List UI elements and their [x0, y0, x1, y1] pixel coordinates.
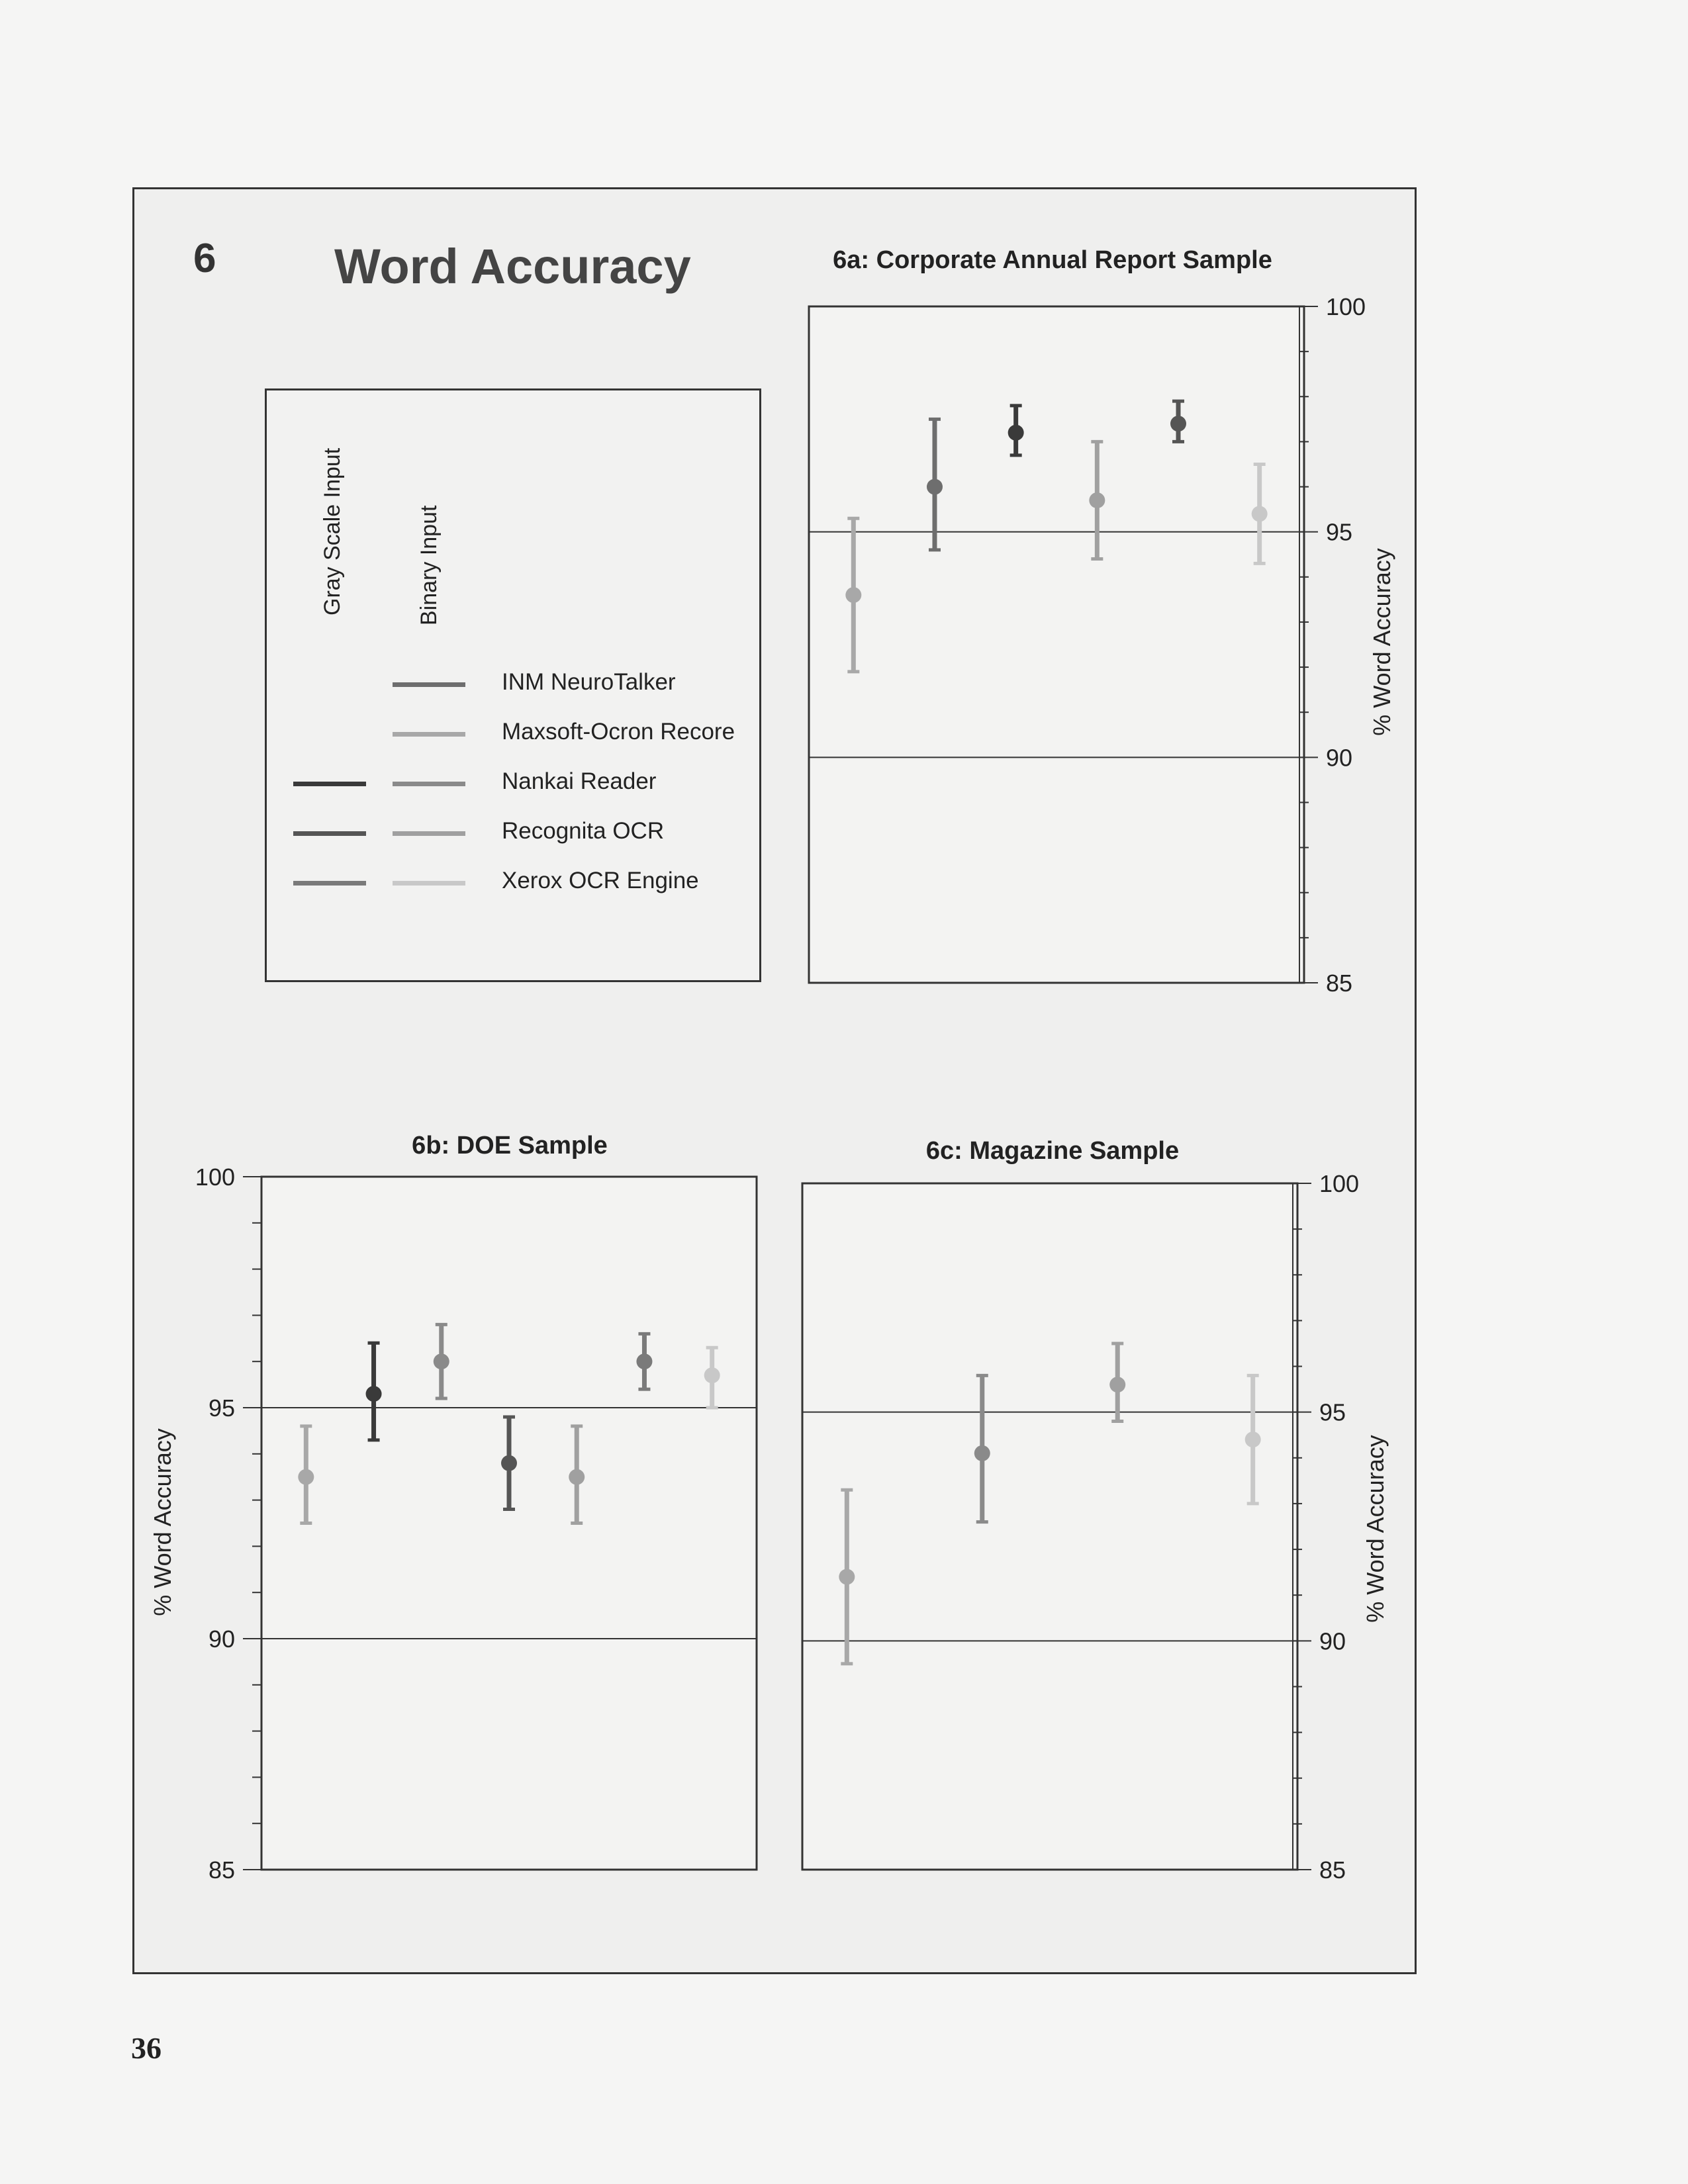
legend-swatch-gray	[293, 881, 366, 886]
legend-label: Xerox OCR Engine	[502, 868, 699, 893]
point-marker	[1170, 416, 1187, 432]
point-marker	[433, 1353, 449, 1370]
legend-item-inm-neurotalker: INM NeuroTalker	[267, 665, 759, 705]
point-marker	[1244, 1432, 1261, 1448]
data-point	[433, 1322, 449, 1400]
y-axis-label: % Word Accuracy	[1362, 1435, 1389, 1622]
plot-area	[808, 305, 1305, 984]
legend-label: INM NeuroTalker	[502, 669, 676, 695]
data-point	[845, 516, 862, 674]
legend-swatch-binary	[393, 732, 465, 737]
point-marker	[839, 1569, 855, 1585]
y-tick-label: 95	[1319, 1399, 1346, 1426]
point-marker	[1109, 1377, 1126, 1393]
point-marker	[365, 1386, 382, 1402]
data-point	[569, 1424, 585, 1525]
y-tick-label: 100	[195, 1163, 235, 1191]
data-point	[636, 1332, 653, 1391]
y-tick-label: 85	[1326, 970, 1352, 997]
data-point	[1089, 439, 1105, 561]
chart-6b: 85 90 95 100 % Word Accuracy	[149, 1163, 758, 1884]
point-marker	[845, 587, 862, 604]
legend-swatch-binary	[393, 881, 465, 886]
legend-item-maxsoft-ocron: Maxsoft-Ocron Recore	[267, 715, 759, 754]
point-marker	[1008, 424, 1024, 441]
legend-swatch-binary	[393, 682, 465, 687]
data-point	[704, 1345, 720, 1410]
legend-swatch-binary	[393, 831, 465, 836]
y-tick-label: 100	[1326, 293, 1366, 320]
chart-6a: 85 90 95 100 % Word Accuracy	[808, 293, 1395, 997]
data-point	[365, 1341, 382, 1442]
point-marker	[1251, 506, 1268, 522]
legend: Gray Scale Input Binary Input INM NeuroT…	[265, 388, 761, 982]
y-tick-label: 85	[1319, 1856, 1346, 1884]
legend-swatch-gray	[293, 831, 366, 836]
chart-title-6a: 6a: Corporate Annual Report Sample	[833, 246, 1272, 274]
data-point	[501, 1415, 517, 1512]
legend-label: Recognita OCR	[502, 818, 665, 844]
plot-area	[260, 1175, 758, 1871]
point-marker	[501, 1455, 517, 1471]
figure-title: Word Accuracy	[334, 239, 691, 294]
plot-area	[801, 1182, 1299, 1871]
y-tick-label: 90	[1326, 744, 1352, 771]
data-point	[839, 1488, 855, 1666]
legend-label: Maxsoft-Ocron Recore	[502, 719, 735, 745]
point-marker	[974, 1445, 990, 1461]
y-axis-label: % Word Accuracy	[149, 1428, 176, 1615]
chart-title-6c: 6c: Magazine Sample	[925, 1137, 1180, 1165]
point-marker	[636, 1353, 653, 1370]
legend-swatch-gray	[293, 782, 366, 786]
legend-item-xerox-ocr: Xerox OCR Engine	[267, 864, 759, 903]
data-point	[1109, 1342, 1126, 1423]
data-point	[298, 1424, 314, 1525]
point-marker	[298, 1469, 314, 1485]
data-point	[1244, 1373, 1261, 1506]
y-tick-label: 95	[1326, 519, 1352, 546]
legend-label: Nankai Reader	[502, 768, 657, 794]
y-tick-label: 100	[1319, 1170, 1359, 1197]
point-marker	[569, 1469, 585, 1485]
y-tick-label: 95	[209, 1394, 235, 1422]
data-point	[1170, 399, 1187, 443]
y-axis-label: % Word Accuracy	[1368, 548, 1395, 735]
data-point	[974, 1373, 990, 1524]
data-point	[1008, 404, 1024, 457]
legend-item-recognita-ocr: Recognita OCR	[267, 814, 759, 854]
point-marker	[704, 1367, 720, 1384]
point-marker	[926, 478, 943, 495]
figure-number: 6	[193, 236, 216, 281]
data-point	[1251, 462, 1268, 565]
y-tick-label: 90	[1319, 1627, 1346, 1655]
chart-title-6b: 6b: DOE Sample	[412, 1132, 608, 1160]
legend-item-nankai-reader: Nankai Reader	[267, 764, 759, 804]
point-marker	[1089, 492, 1105, 508]
data-point	[926, 417, 943, 552]
page-number: 36	[131, 2031, 162, 2065]
legend-swatch-binary	[393, 782, 465, 786]
y-tick-label: 85	[209, 1856, 235, 1884]
chart-6c: 85 90 95 100 % Word Accuracy	[801, 1170, 1389, 1884]
y-tick-label: 90	[209, 1625, 235, 1653]
